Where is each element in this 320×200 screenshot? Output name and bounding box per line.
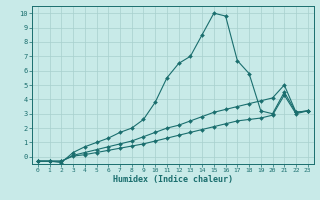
X-axis label: Humidex (Indice chaleur): Humidex (Indice chaleur): [113, 175, 233, 184]
